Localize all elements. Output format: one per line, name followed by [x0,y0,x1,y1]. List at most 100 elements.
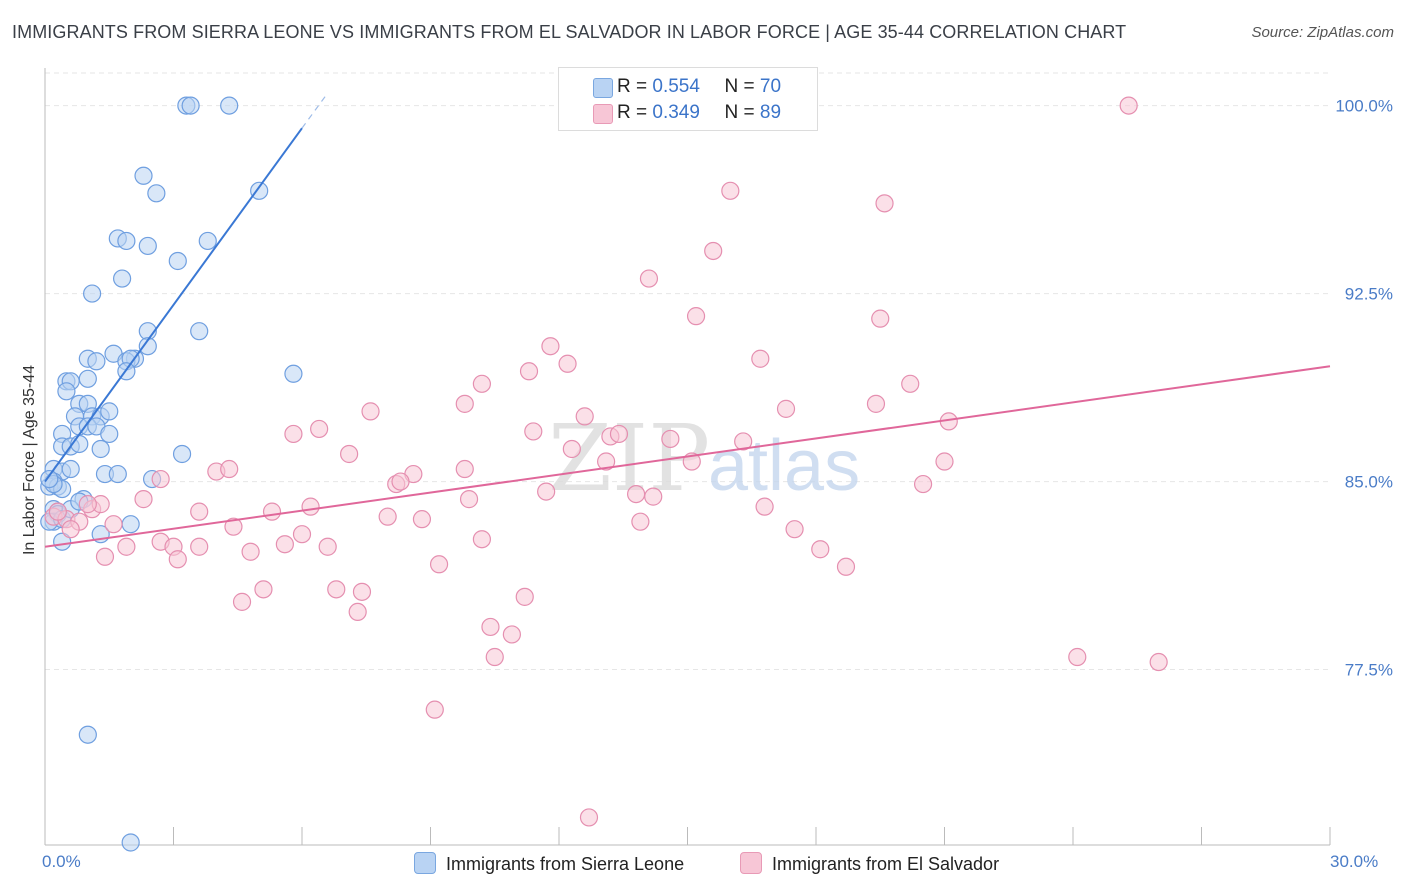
sierra-leone-point [100,424,119,444]
axes [44,68,1331,846]
el-salvador-point [117,537,136,556]
sierra-leone-point [91,439,110,459]
sierra-leone-point [172,444,192,464]
el-salvador-point [284,424,303,444]
sierra-leone-point [190,322,209,341]
el-salvador-point [292,525,312,544]
el-salvador-point [626,484,646,504]
sierra-leone-point [112,269,132,288]
el-salvador-point [220,459,239,479]
el-salvador-point [704,241,723,261]
el-salvador-point [639,269,659,288]
legend-r-value-2: 0.349 [652,102,700,123]
el-salvador-point [134,490,153,509]
el-salvador-point [481,617,500,637]
sierra-leone-point [138,337,157,356]
el-salvador-point [901,374,920,393]
el-salvador-point [352,582,372,601]
legend-swatch-blue [593,78,613,98]
el-salvador-point [537,482,556,501]
el-salvador-point [472,374,491,393]
el-salvador-point [686,307,706,326]
bottom-legend-el-salvador: Immigrants from El Salvador [740,852,999,875]
sierra-leone-point [121,833,140,852]
el-salvador-point [275,535,294,554]
el-salvador-point [78,495,97,514]
el-salvador-point [340,444,359,464]
el-salvador-point [378,507,397,526]
sierra-leone-point [284,364,303,383]
y-tick-label: 85.0% [1345,473,1393,492]
sierra-leone-point [83,284,102,303]
grid-lines [45,72,1330,671]
sierra-leone-point [121,515,140,534]
el-salvador-point [524,422,543,441]
el-salvador-point [515,587,534,606]
sierra-leone-point [53,532,72,551]
el-salvador-point [262,502,282,521]
el-salvador-point [348,602,367,622]
sierra-leone-point [87,352,106,371]
el-salvador-point [519,362,539,381]
y-tick-labels: 77.5% 85.0% 92.5% 100.0% [1335,97,1393,680]
el-salvador-point [734,432,753,451]
el-salvador-point [104,515,123,534]
el-salvador-point [502,625,521,644]
x-tick-min: 0.0% [42,852,81,871]
el-salvador-point [644,487,663,506]
sierra-leone-point [78,369,97,388]
el-salvador-point [455,394,474,413]
el-salvador-point [459,490,479,509]
el-salvador-point [913,474,933,494]
sierra-leone-point [61,459,80,479]
sierra-leone-point [78,725,97,744]
el-salvador-point [254,580,273,599]
el-salvador-point [151,469,170,489]
el-salvador-point [776,399,796,418]
sierra-leone-point [108,464,127,484]
el-salvador-point [301,497,320,516]
el-salvador-point [871,309,890,328]
chart-title: IMMIGRANTS FROM SIERRA LEONE VS IMMIGRAN… [12,22,1127,42]
legend-n-label: N = [724,76,755,97]
sierra-leone-point [220,96,239,115]
bottom-legend-swatch-blue [414,852,436,874]
y-tick-label: 92.5% [1345,285,1393,304]
el-salvador-point [875,194,894,213]
y-tick-label: 77.5% [1345,661,1393,680]
sierra-leone-point [168,251,187,271]
el-salvador-point [168,550,187,569]
el-salvador-point [785,520,804,539]
el-salvador-point [1119,96,1138,115]
el-salvador-point [558,354,577,373]
trend-lines [44,92,1331,548]
el-salvador-point [190,502,209,521]
el-salvador-point [318,537,337,556]
el-salvador-point [597,452,616,471]
legend-n-value-1: 70 [759,76,782,97]
legend-r-label: R = [617,102,648,123]
trend-line-sierra-leone-extension [301,92,329,129]
el-salvador-point [425,700,444,719]
bottom-legend-swatch-pink [740,852,762,874]
el-salvador-point [751,349,770,368]
sierra-leone-point [40,469,59,489]
el-salvador-point [190,537,209,556]
y-tick-label: 100.0% [1335,97,1393,116]
el-salvador-point [562,439,581,459]
el-salvador-point [472,530,491,549]
el-salvador-point [609,424,629,444]
el-salvador-point [429,555,449,574]
el-salvador-point [811,540,830,559]
watermark-atlas: atlas [708,426,860,506]
el-salvador-point [541,337,560,356]
legend-swatch-pink [593,104,613,124]
legend-n-label: N = [724,102,755,123]
el-salvador-point [721,181,740,200]
sierra-leone-point [250,181,269,200]
sierra-leone-point [138,236,157,256]
legend-r-label: R = [617,76,648,97]
el-salvador-point [836,557,856,576]
el-salvador-point [224,517,243,536]
